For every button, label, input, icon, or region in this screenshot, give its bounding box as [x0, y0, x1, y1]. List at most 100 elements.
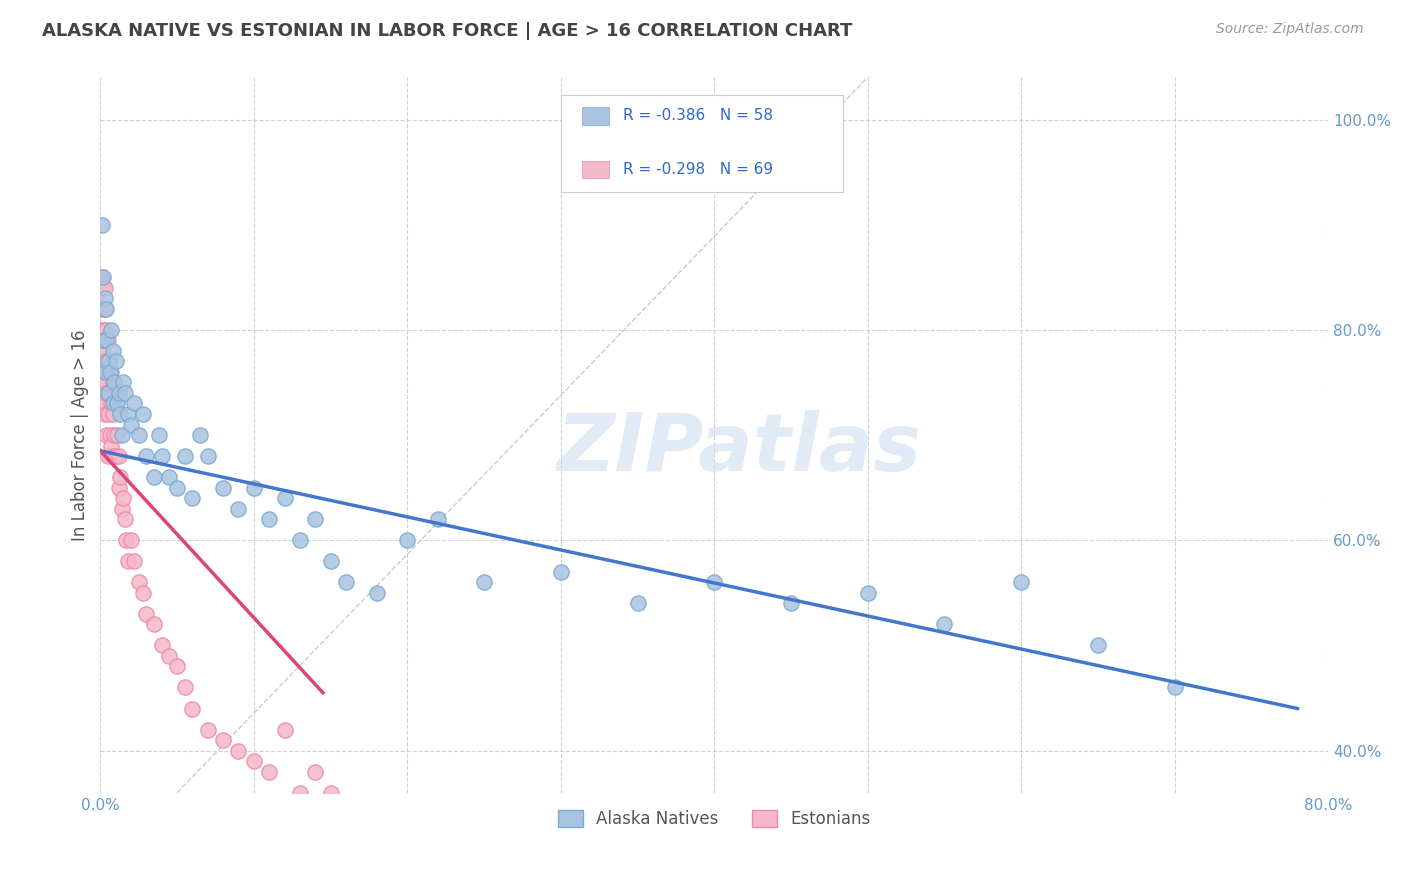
Point: [93, 301, 115, 316]
Point: [114, 512, 136, 526]
Point: [90, 218, 112, 232]
Point: [780, 596, 803, 610]
Point: [243, 754, 266, 768]
Point: [100, 323, 122, 337]
Point: [212, 481, 235, 495]
Point: [107, 481, 129, 495]
Point: [103, 386, 125, 401]
Point: [100, 365, 122, 379]
Point: [197, 723, 219, 737]
Point: [110, 407, 132, 421]
Point: [111, 428, 134, 442]
Point: [90, 301, 112, 316]
Text: Source: ZipAtlas.com: Source: ZipAtlas.com: [1216, 22, 1364, 37]
Point: [90, 376, 112, 390]
Point: [273, 491, 295, 505]
Point: [101, 407, 124, 421]
Point: [128, 428, 150, 442]
Point: [228, 501, 250, 516]
Point: [104, 354, 127, 368]
Point: [93, 323, 115, 337]
Point: [98, 386, 121, 401]
Legend: Alaska Natives, Estonians: Alaska Natives, Estonians: [551, 803, 877, 834]
Point: [96, 891, 118, 892]
Point: [115, 533, 138, 548]
Point: [114, 386, 136, 401]
Point: [132, 586, 155, 600]
Point: [94, 365, 117, 379]
Point: [228, 743, 250, 757]
Point: [96, 386, 118, 401]
Point: [166, 481, 188, 495]
Point: [94, 334, 117, 348]
Point: [100, 439, 122, 453]
Point: [427, 512, 450, 526]
Point: [197, 449, 219, 463]
Point: [1163, 681, 1185, 695]
Point: [135, 449, 157, 463]
Point: [157, 470, 180, 484]
Point: [319, 554, 342, 568]
Point: [98, 365, 121, 379]
Point: [101, 376, 124, 390]
Point: [105, 428, 128, 442]
Point: [96, 354, 118, 368]
Point: [107, 449, 129, 463]
Point: [366, 586, 388, 600]
Point: [93, 396, 115, 410]
Point: [96, 428, 118, 442]
Point: [257, 764, 280, 779]
Point: [97, 334, 120, 348]
Point: [104, 396, 127, 410]
Point: [120, 533, 142, 548]
Point: [856, 586, 879, 600]
Point: [212, 733, 235, 747]
Point: [703, 575, 725, 590]
Point: [1087, 639, 1109, 653]
Point: [173, 449, 195, 463]
Point: [122, 554, 145, 568]
Point: [104, 449, 127, 463]
Point: [105, 396, 128, 410]
Point: [181, 491, 204, 505]
Point: [101, 343, 124, 358]
Point: [90, 323, 112, 337]
Point: [288, 533, 311, 548]
Point: [135, 607, 157, 621]
Point: [181, 701, 204, 715]
Point: [626, 596, 648, 610]
Point: [550, 565, 572, 579]
Point: [934, 617, 956, 632]
Point: [150, 449, 173, 463]
Text: ZIPatlas: ZIPatlas: [557, 410, 921, 488]
Point: [148, 428, 170, 442]
Point: [97, 870, 120, 884]
Point: [150, 639, 173, 653]
Point: [96, 334, 118, 348]
Point: [98, 428, 121, 442]
Point: [97, 365, 120, 379]
Point: [120, 417, 142, 432]
Point: [112, 376, 135, 390]
Point: [132, 407, 155, 421]
Point: [93, 343, 115, 358]
Point: [96, 301, 118, 316]
Point: [122, 396, 145, 410]
Point: [98, 354, 121, 368]
Point: [319, 786, 342, 800]
Point: [101, 396, 124, 410]
Point: [103, 428, 125, 442]
Point: [257, 512, 280, 526]
Point: [107, 386, 129, 401]
Point: [112, 491, 135, 505]
Point: [101, 449, 124, 463]
Point: [117, 407, 139, 421]
Point: [273, 723, 295, 737]
Point: [1010, 575, 1032, 590]
Point: [304, 512, 326, 526]
Point: [100, 396, 122, 410]
Text: R = -0.298   N = 69: R = -0.298 N = 69: [623, 162, 773, 178]
Point: [396, 533, 419, 548]
Point: [166, 659, 188, 673]
Point: [90, 270, 112, 285]
